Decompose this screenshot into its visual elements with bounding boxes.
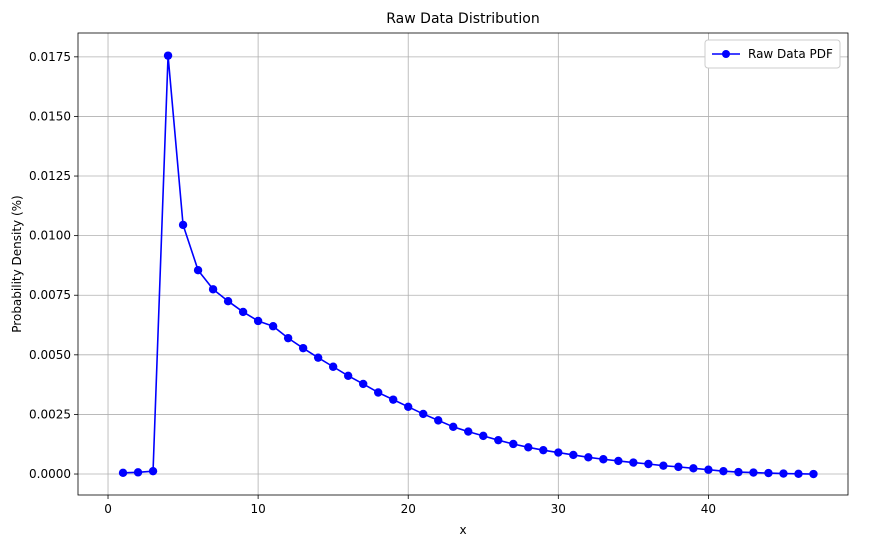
y-tick-label: 0.0000	[29, 467, 71, 481]
data-point	[133, 468, 143, 477]
data-point	[449, 422, 458, 432]
data-point	[178, 220, 188, 230]
legend-label: Raw Data PDF	[748, 47, 833, 61]
data-point	[313, 353, 323, 362]
data-point	[599, 455, 608, 464]
data-point	[764, 468, 773, 478]
data-point	[238, 307, 248, 317]
data-point	[283, 333, 293, 343]
data-point	[524, 443, 533, 452]
data-point	[373, 388, 383, 397]
series-marker-layer	[118, 51, 818, 479]
data-point	[343, 371, 353, 381]
data-point	[749, 468, 758, 477]
data-point	[328, 362, 338, 371]
legend-marker-sample	[722, 50, 730, 58]
data-point	[163, 51, 173, 60]
legend-box	[704, 39, 841, 69]
data-point	[629, 458, 638, 467]
data-point	[358, 379, 368, 389]
data-point	[208, 285, 218, 294]
data-point	[419, 409, 428, 419]
x-axis-ticks: 0 10 20 30 40	[104, 495, 716, 516]
x-axis-label: x	[459, 523, 466, 537]
data-point	[223, 296, 233, 306]
data-point	[389, 395, 398, 404]
data-point	[794, 469, 803, 478]
data-point	[298, 343, 308, 353]
y-tick-label: 0.0175	[29, 50, 71, 64]
data-point	[404, 402, 413, 411]
plot-area	[78, 33, 848, 495]
data-point	[719, 466, 728, 476]
x-tick-label: 0	[104, 502, 112, 516]
data-point	[689, 464, 698, 473]
data-point	[434, 416, 443, 425]
data-point	[704, 465, 713, 474]
y-axis-label: Probability Density (%)	[10, 195, 24, 332]
data-point	[193, 265, 203, 275]
y-axis-ticks: 0.0000 0.0025 0.0050 0.0075 0.0100 0.0125 0.01…	[29, 50, 78, 481]
data-point	[118, 468, 128, 478]
y-tick-label: 0.0025	[29, 407, 71, 421]
x-tick-label: 30	[551, 502, 566, 516]
data-point	[539, 445, 548, 455]
data-point	[494, 435, 503, 445]
data-point	[614, 456, 623, 466]
data-point	[479, 431, 488, 441]
data-point	[268, 322, 278, 331]
data-point	[734, 467, 743, 477]
data-point	[674, 462, 683, 472]
x-tick-label: 40	[701, 502, 716, 516]
data-point	[644, 459, 653, 469]
data-point	[779, 469, 788, 478]
y-tick-label: 0.0125	[29, 169, 71, 183]
data-point	[659, 461, 668, 470]
data-point	[569, 450, 578, 460]
data-point	[464, 427, 473, 436]
x-tick-label: 10	[250, 502, 265, 516]
chart-title: Raw Data Distribution	[386, 11, 539, 27]
data-point	[509, 439, 518, 449]
data-point	[148, 466, 158, 476]
y-tick-label: 0.0075	[29, 288, 71, 302]
x-tick-label: 20	[401, 502, 416, 516]
data-point	[809, 469, 818, 479]
plot-frame	[77, 32, 849, 496]
data-point	[253, 316, 263, 326]
y-tick-label: 0.0050	[29, 348, 71, 362]
y-tick-label: 0.0100	[29, 229, 71, 243]
legend: Raw Data PDF	[704, 39, 841, 69]
y-tick-label: 0.0150	[29, 109, 71, 123]
data-point	[554, 448, 563, 457]
data-point	[584, 453, 593, 462]
